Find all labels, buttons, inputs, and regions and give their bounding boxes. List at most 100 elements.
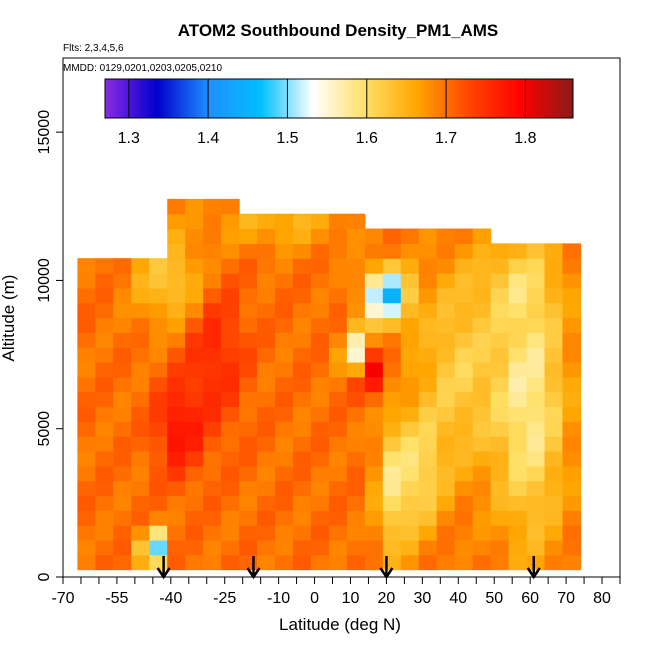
- heatmap-cell: [400, 495, 420, 511]
- heatmap-cell: [167, 228, 186, 244]
- heatmap-cell: [185, 317, 204, 333]
- heatmap-cell: [364, 258, 384, 274]
- heatmap-cell: [436, 450, 456, 467]
- heatmap-cell: [526, 406, 546, 422]
- heatmap-cell: [418, 347, 438, 363]
- heatmap-cell: [418, 243, 438, 259]
- heatmap-cell: [436, 421, 456, 437]
- heatmap-cell: [454, 539, 474, 556]
- heatmap-cell: [167, 495, 186, 511]
- heatmap-cell: [418, 287, 438, 304]
- heatmap-cell: [436, 243, 456, 259]
- heatmap-cell: [257, 317, 276, 333]
- heatmap-cell: [562, 450, 582, 467]
- heatmap-cell: [418, 495, 438, 511]
- heatmap-cell: [562, 495, 582, 511]
- heatmap-cell: [436, 332, 456, 348]
- heatmap-cell: [490, 287, 510, 304]
- heatmap-cell: [221, 554, 240, 571]
- heatmap-cell: [364, 302, 384, 319]
- heatmap-cell: [167, 406, 186, 422]
- heatmap-cell: [77, 495, 96, 511]
- heatmap-cell: [310, 213, 330, 230]
- heatmap-cell: [113, 332, 132, 348]
- heatmap-cell: [167, 376, 186, 393]
- heatmap-cell: [490, 539, 510, 556]
- heatmap-cell: [544, 450, 564, 467]
- heatmap-cell: [221, 361, 240, 378]
- heatmap-cell: [472, 525, 492, 541]
- heatmap-cell: [544, 287, 564, 304]
- heatmap-cell: [149, 539, 168, 556]
- heatmap-cell: [257, 554, 276, 571]
- heatmap-cell: [131, 525, 150, 541]
- heatmap-cell: [185, 406, 204, 422]
- heatmap-cell: [113, 480, 132, 497]
- heatmap-cell: [562, 480, 582, 497]
- heatmap-cell: [221, 539, 240, 556]
- heatmap-cell: [346, 258, 366, 274]
- heatmap-cell: [131, 332, 150, 348]
- heatmap-cell: [239, 495, 258, 511]
- heatmap-cell: [382, 525, 402, 541]
- heatmap-cell: [436, 480, 456, 497]
- heatmap-cell: [472, 376, 492, 393]
- heatmap-cell: [364, 273, 384, 289]
- heatmap-cell: [400, 302, 420, 319]
- heatmap-cell: [400, 421, 420, 437]
- heatmap-cell: [310, 554, 330, 571]
- x-tick-label: -70: [51, 590, 74, 607]
- y-axis-label: Altitude (m): [0, 275, 18, 362]
- heatmap-cell: [149, 495, 168, 511]
- heatmap-cell: [185, 198, 204, 215]
- x-tick-label: 70: [557, 590, 575, 607]
- heatmap-cell: [544, 465, 564, 482]
- heatmap-cell: [185, 361, 204, 378]
- heatmap-cell: [346, 376, 366, 393]
- heatmap-cell: [203, 495, 222, 511]
- heatmap-cell: [364, 510, 384, 526]
- heatmap-cell: [436, 287, 456, 304]
- heatmap-cell: [95, 302, 114, 319]
- heatmap-cell: [454, 450, 474, 467]
- heatmap-cell: [382, 406, 402, 422]
- heatmap-cell: [328, 421, 348, 437]
- heatmap-cell: [310, 258, 330, 274]
- heatmap-cell: [310, 495, 330, 511]
- heatmap-cell: [472, 391, 492, 408]
- heatmap-cell: [167, 361, 186, 378]
- heatmap-cell: [310, 510, 330, 526]
- heatmap-cell: [275, 510, 294, 526]
- heatmap-cell: [526, 465, 546, 482]
- heatmap-cell: [472, 317, 492, 333]
- heatmap-cell: [454, 273, 474, 289]
- heatmap-cell: [131, 495, 150, 511]
- heatmap-cell: [508, 525, 528, 541]
- heatmap-cell: [382, 495, 402, 511]
- heatmap-cell: [400, 525, 420, 541]
- heatmap-cell: [185, 525, 204, 541]
- heatmap-cell: [185, 421, 204, 437]
- heatmap-cell: [149, 347, 168, 363]
- heatmap-cell: [436, 258, 456, 274]
- heatmap-cell: [508, 421, 528, 437]
- heatmap-cell: [436, 302, 456, 319]
- heatmap-cell: [239, 213, 258, 230]
- heatmap-cell: [400, 347, 420, 363]
- heatmap-cell: [275, 376, 294, 393]
- heatmap-cell: [526, 376, 546, 393]
- heatmap-cell: [544, 510, 564, 526]
- heatmap-cell: [526, 510, 546, 526]
- heatmap-cell: [221, 302, 240, 319]
- heatmap-cell: [77, 525, 96, 541]
- heatmap-cell: [292, 228, 312, 244]
- heatmap-cell: [346, 554, 366, 571]
- heatmap-cell: [454, 525, 474, 541]
- x-axis-label: Latitude (deg N): [279, 615, 401, 634]
- heatmap-cell: [185, 273, 204, 289]
- heatmap-cell: [328, 391, 348, 408]
- heatmap-cell: [257, 213, 276, 230]
- heatmap-cell: [77, 361, 96, 378]
- heatmap-cell: [292, 421, 312, 437]
- heatmap-cell: [436, 539, 456, 556]
